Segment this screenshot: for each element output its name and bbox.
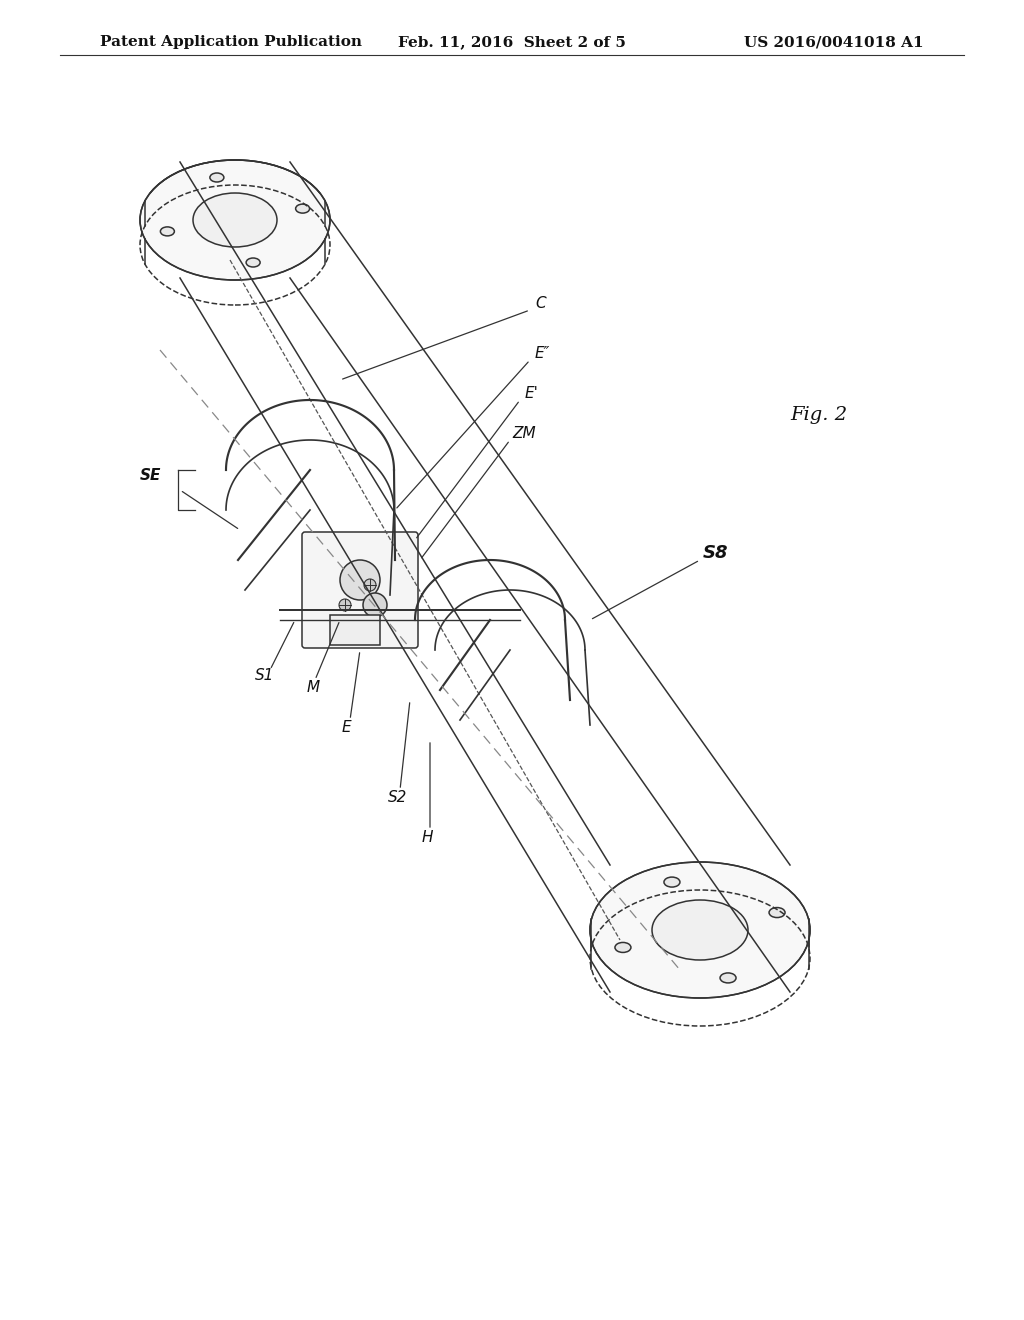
Ellipse shape (161, 227, 174, 236)
Ellipse shape (362, 593, 387, 616)
Ellipse shape (193, 193, 278, 247)
Ellipse shape (615, 942, 631, 953)
Text: Fig. 2: Fig. 2 (790, 407, 847, 424)
Ellipse shape (210, 173, 224, 182)
Ellipse shape (590, 862, 810, 998)
Ellipse shape (140, 160, 330, 280)
Ellipse shape (720, 973, 736, 983)
Text: ZM: ZM (512, 426, 536, 441)
Ellipse shape (246, 257, 260, 267)
Text: US 2016/0041018 A1: US 2016/0041018 A1 (744, 36, 924, 49)
Text: S2: S2 (388, 789, 408, 805)
Text: M: M (307, 680, 321, 696)
Text: S1: S1 (255, 668, 274, 682)
Ellipse shape (652, 900, 748, 960)
Ellipse shape (296, 205, 309, 213)
Ellipse shape (364, 579, 376, 591)
Text: H: H (422, 830, 433, 845)
Ellipse shape (664, 876, 680, 887)
Text: E': E' (525, 385, 539, 401)
Text: C: C (535, 296, 546, 312)
Text: SE: SE (140, 469, 162, 483)
Text: E: E (342, 719, 351, 735)
Ellipse shape (340, 560, 380, 601)
Bar (330, 615, 380, 645)
Text: S8: S8 (703, 544, 728, 562)
Text: E″: E″ (535, 346, 550, 360)
Ellipse shape (339, 599, 351, 611)
Text: Patent Application Publication: Patent Application Publication (100, 36, 362, 49)
Ellipse shape (769, 908, 785, 917)
Text: Feb. 11, 2016  Sheet 2 of 5: Feb. 11, 2016 Sheet 2 of 5 (398, 36, 626, 49)
FancyBboxPatch shape (302, 532, 418, 648)
